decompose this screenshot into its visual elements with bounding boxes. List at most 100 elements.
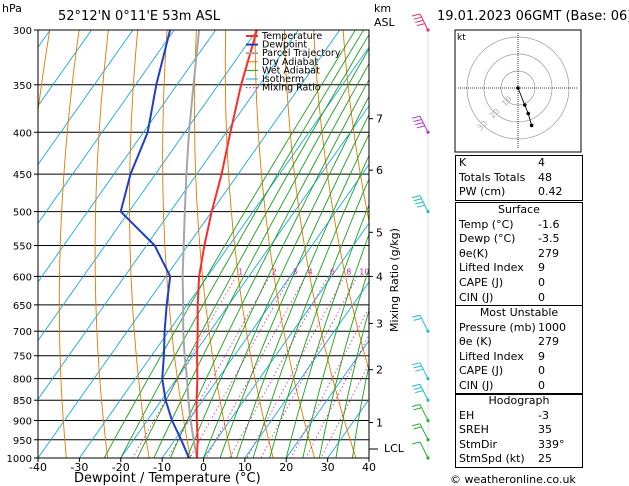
wind-barb-staff [419, 116, 429, 133]
wind-barb-dot [426, 418, 430, 423]
chart-series [119, 30, 258, 458]
wind-barb-flag [411, 441, 421, 445]
row-label: CIN (J) [459, 378, 494, 392]
surface-row: Lifted Index 9 [456, 261, 582, 276]
wind-barb-flag [413, 118, 422, 122]
row-label: CIN (J) [459, 290, 494, 304]
row-label: Dewp (°C) [459, 232, 516, 246]
wind-barb-flag [413, 407, 422, 411]
mixing-ratio-line [189, 276, 291, 458]
isotherm-line [120, 105, 369, 458]
wind-barb-flag [415, 201, 424, 205]
mixing-ratio-label: 20 [402, 267, 412, 276]
row-label: Temp (°C) [459, 217, 514, 231]
wind-barb-flag [413, 198, 422, 202]
mu-row: CIN (J) 0 [456, 379, 582, 394]
chart-axes: 3003504004505005506006507007508008509009… [7, 26, 383, 474]
mixing-ratio-line [305, 334, 369, 458]
mu-row: Lifted Index 9 [456, 350, 582, 365]
row-value: 279 [538, 246, 559, 260]
wind-barb-flag [411, 13, 421, 17]
surface-row: Temp (°C) -1.6 [456, 218, 582, 233]
wet-adiabat-line [120, 30, 364, 458]
index-tt-row: Totals Totals 48 [456, 171, 582, 186]
wind-barb-flag [416, 125, 425, 129]
hodograph-trace [517, 87, 533, 126]
pressure-tick-label: 1000 [7, 454, 32, 465]
isotherm-line [38, 30, 341, 458]
wet-adiabat-line [203, 95, 369, 458]
row-label: StmSpd (kt) [459, 452, 525, 466]
index-pw-row: PW (cm) 0.42 [456, 185, 582, 200]
wind-barb-staff [419, 384, 429, 401]
pressure-tick-label: 800 [13, 375, 32, 386]
legend-label: Parcel Trajectory [262, 48, 341, 59]
datetime-title: 19.01.2023 06GMT (Base: 06) [437, 9, 629, 24]
pressure-tick-label: 700 [13, 327, 32, 338]
height-tick-label: 3 [376, 318, 383, 331]
row-value: -1.6 [538, 217, 560, 231]
hodo-row: StmSpd (kt) 25 [456, 452, 582, 467]
row-value: 25 [538, 452, 552, 466]
mixing-ratio-line [132, 276, 237, 458]
surface-row: CIN (J) 0 [456, 291, 582, 306]
wind-barb-dot [426, 377, 430, 381]
wind-barb [411, 423, 430, 442]
wind-barb-dot [426, 130, 430, 134]
hodo-row: EH -3 [456, 409, 582, 424]
index-label: K [459, 156, 467, 169]
wind-barb-staff [419, 314, 429, 332]
row-value: -3.5 [538, 232, 560, 246]
wind-barb-dot [426, 456, 430, 460]
hodograph-point [526, 111, 530, 116]
dry-adiabat-line [342, 30, 369, 224]
wind-barb-flag [413, 426, 422, 430]
wind-barb-flag [413, 16, 422, 20]
hodograph-point [529, 123, 534, 128]
legend-label: Temperature [261, 31, 322, 42]
index-label: Totals Totals [459, 170, 526, 184]
isotherm-line [79, 46, 369, 458]
wind-barb-staff [419, 441, 429, 459]
mixing-ratio-label: 8 [346, 267, 351, 276]
wind-barb-flag [411, 314, 421, 318]
legend-label: Wet Adiabat [262, 65, 320, 76]
wind-barb-flag [411, 423, 421, 427]
most-unstable-table: Most Unstable Pressure (mb) 1000 θe (K) 27… [455, 305, 583, 395]
index-value: 0.42 [538, 185, 563, 199]
hodograph-title: Hodograph [488, 394, 550, 407]
wind-barb-dot [426, 398, 430, 402]
wind-barb-flag [411, 404, 421, 408]
isotherm-line [203, 222, 369, 458]
isotherm-line [161, 163, 369, 458]
row-value: 0 [538, 275, 545, 289]
dry-adiabat-line [58, 30, 80, 458]
mixing-ratio-label: 3 [292, 267, 297, 276]
row-label: CAPE (J) [459, 364, 504, 378]
legend-label: Dewpoint [262, 40, 307, 51]
row-label: CAPE (J) [459, 275, 504, 289]
height-asl-label: ASL [374, 16, 396, 29]
wet-adiabat-line [219, 113, 369, 458]
surface-table: Surface Temp (°C) -1.6 Dewp (°C) -3.5 θe(K… [455, 202, 583, 307]
mixing-ratio-line [246, 276, 345, 458]
temperature-tick-label: -30 [70, 461, 88, 474]
wet-adiabat-line [318, 267, 369, 458]
row-value: 0 [538, 364, 545, 378]
row-label: EH [459, 408, 475, 422]
row-value: 279 [538, 335, 559, 349]
pressure-tick-label: 500 [13, 208, 32, 219]
temperature-tick-label: -20 [112, 461, 130, 474]
row-value: 1000 [538, 320, 566, 334]
wind-barb-flag [413, 317, 422, 321]
pressure-tick-label: 650 [13, 301, 32, 312]
hodo-row: SREH 35 [456, 423, 582, 438]
parcel-line [181, 30, 201, 458]
temperature-tick-label: 0 [200, 461, 207, 474]
legend-label: Isotherm [262, 74, 304, 85]
row-label: Lifted Index [459, 261, 524, 275]
wind-barb-flag [415, 19, 424, 23]
wind-barb-staff [419, 13, 429, 31]
